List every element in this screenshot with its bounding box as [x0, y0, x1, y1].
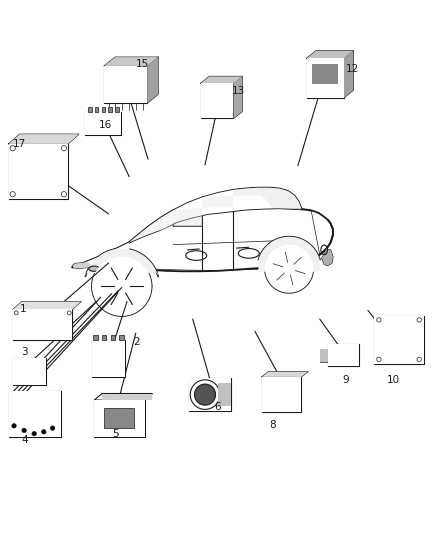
Polygon shape [258, 188, 301, 209]
Polygon shape [173, 207, 202, 226]
Polygon shape [328, 344, 359, 366]
Polygon shape [233, 188, 262, 196]
Polygon shape [322, 249, 333, 265]
Text: 4: 4 [21, 434, 28, 445]
Polygon shape [13, 302, 81, 310]
Bar [104, 408, 134, 428]
Bar [115, 107, 119, 112]
Polygon shape [374, 316, 424, 364]
Polygon shape [129, 188, 301, 243]
Polygon shape [72, 243, 129, 268]
Circle shape [42, 430, 46, 434]
Polygon shape [85, 248, 158, 276]
Text: 9: 9 [343, 375, 349, 384]
Bar [88, 107, 92, 112]
Text: 15: 15 [136, 59, 149, 69]
Polygon shape [218, 383, 231, 406]
Polygon shape [104, 66, 147, 103]
Text: 2: 2 [134, 337, 140, 347]
Bar [93, 335, 98, 340]
Polygon shape [9, 391, 61, 437]
Polygon shape [102, 393, 152, 400]
Polygon shape [147, 57, 158, 103]
Text: 12: 12 [346, 63, 359, 74]
Text: 13: 13 [232, 86, 245, 96]
Circle shape [12, 424, 16, 428]
Polygon shape [9, 144, 68, 199]
Polygon shape [9, 134, 79, 144]
Ellipse shape [88, 266, 99, 271]
Text: 8: 8 [269, 420, 276, 430]
Bar [102, 107, 105, 112]
Text: 6: 6 [215, 402, 221, 411]
Polygon shape [92, 256, 152, 316]
Polygon shape [233, 76, 242, 118]
Polygon shape [92, 340, 125, 377]
Text: 16: 16 [99, 120, 112, 131]
Polygon shape [320, 349, 328, 362]
Circle shape [32, 431, 36, 436]
Polygon shape [72, 262, 91, 268]
Polygon shape [104, 57, 158, 66]
Polygon shape [13, 310, 72, 340]
Polygon shape [85, 112, 121, 135]
Polygon shape [201, 84, 233, 118]
Polygon shape [307, 59, 344, 98]
Polygon shape [189, 378, 231, 411]
Polygon shape [94, 400, 145, 437]
Bar [109, 107, 112, 112]
Polygon shape [307, 51, 353, 59]
Polygon shape [72, 208, 333, 271]
Polygon shape [129, 211, 173, 243]
Polygon shape [13, 359, 46, 385]
Bar [102, 335, 106, 340]
Polygon shape [202, 196, 233, 207]
Polygon shape [344, 51, 353, 98]
Polygon shape [201, 76, 242, 84]
Bar [110, 335, 115, 340]
Polygon shape [262, 377, 301, 412]
Polygon shape [262, 372, 308, 377]
Text: 10: 10 [386, 375, 399, 384]
Text: 3: 3 [21, 347, 28, 357]
Circle shape [22, 428, 26, 433]
Text: 17: 17 [13, 139, 26, 149]
Polygon shape [312, 64, 338, 84]
Bar [95, 107, 99, 112]
Bar [119, 335, 124, 340]
Polygon shape [265, 245, 313, 293]
Circle shape [50, 426, 55, 430]
Polygon shape [258, 237, 320, 272]
Circle shape [194, 384, 215, 405]
Text: 1: 1 [20, 304, 26, 314]
Text: 5: 5 [112, 429, 118, 439]
